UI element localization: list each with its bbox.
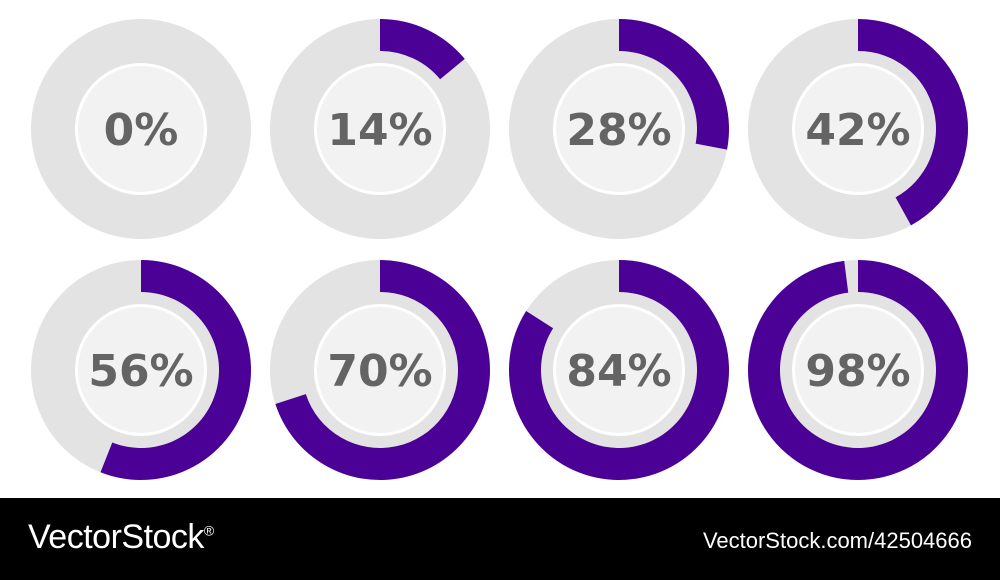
ring-center-disc: [317, 66, 443, 192]
rings-grid: 0% 14% 28% 42% 56% 70% 84% 98%: [31, 19, 969, 480]
progress-ring: 42%: [748, 19, 969, 239]
ring-center-disc: [556, 66, 682, 192]
percentage-label: 84%: [566, 346, 671, 397]
ring-progress-arc: [100, 260, 251, 480]
progress-ring: 84%: [509, 260, 729, 480]
percentage-label: 28%: [566, 105, 671, 156]
progress-ring: 28%: [509, 19, 729, 239]
progress-ring: 70%: [270, 260, 490, 480]
percentage-label: 56%: [88, 346, 193, 397]
ring-progress-arc: [858, 19, 969, 226]
registered-mark: ®: [203, 522, 214, 539]
progress-ring: 56%: [31, 260, 251, 480]
progress-ring: 0%: [31, 19, 251, 239]
ring-center-disc: [795, 66, 921, 192]
ring-center-disc: [78, 66, 204, 192]
percentage-label: 42%: [805, 105, 910, 156]
ring-center-disc: [78, 307, 204, 433]
watermark-footer: VectorStock® VectorStock.com/42504666: [0, 498, 1000, 580]
ring-center-disc: [556, 307, 682, 433]
ring-center-disc: [795, 307, 921, 433]
progress-ring: 98%: [747, 260, 968, 480]
image-reference: VectorStock.com/42504666: [702, 528, 972, 553]
percentage-label: 14%: [327, 105, 432, 156]
ring-progress-arc: [275, 260, 490, 480]
percentage-label: 70%: [327, 346, 432, 397]
brand-name: VectorStock: [28, 518, 204, 556]
brand-wordmark: VectorStock®: [28, 518, 214, 557]
ring-progress-arc: [380, 19, 465, 80]
percentage-label: 0%: [104, 105, 179, 156]
ring-center-disc: [317, 307, 443, 433]
ring-progress-arc: [619, 19, 729, 150]
progress-ring: 14%: [270, 19, 490, 239]
percentage-label: 98%: [805, 346, 910, 397]
